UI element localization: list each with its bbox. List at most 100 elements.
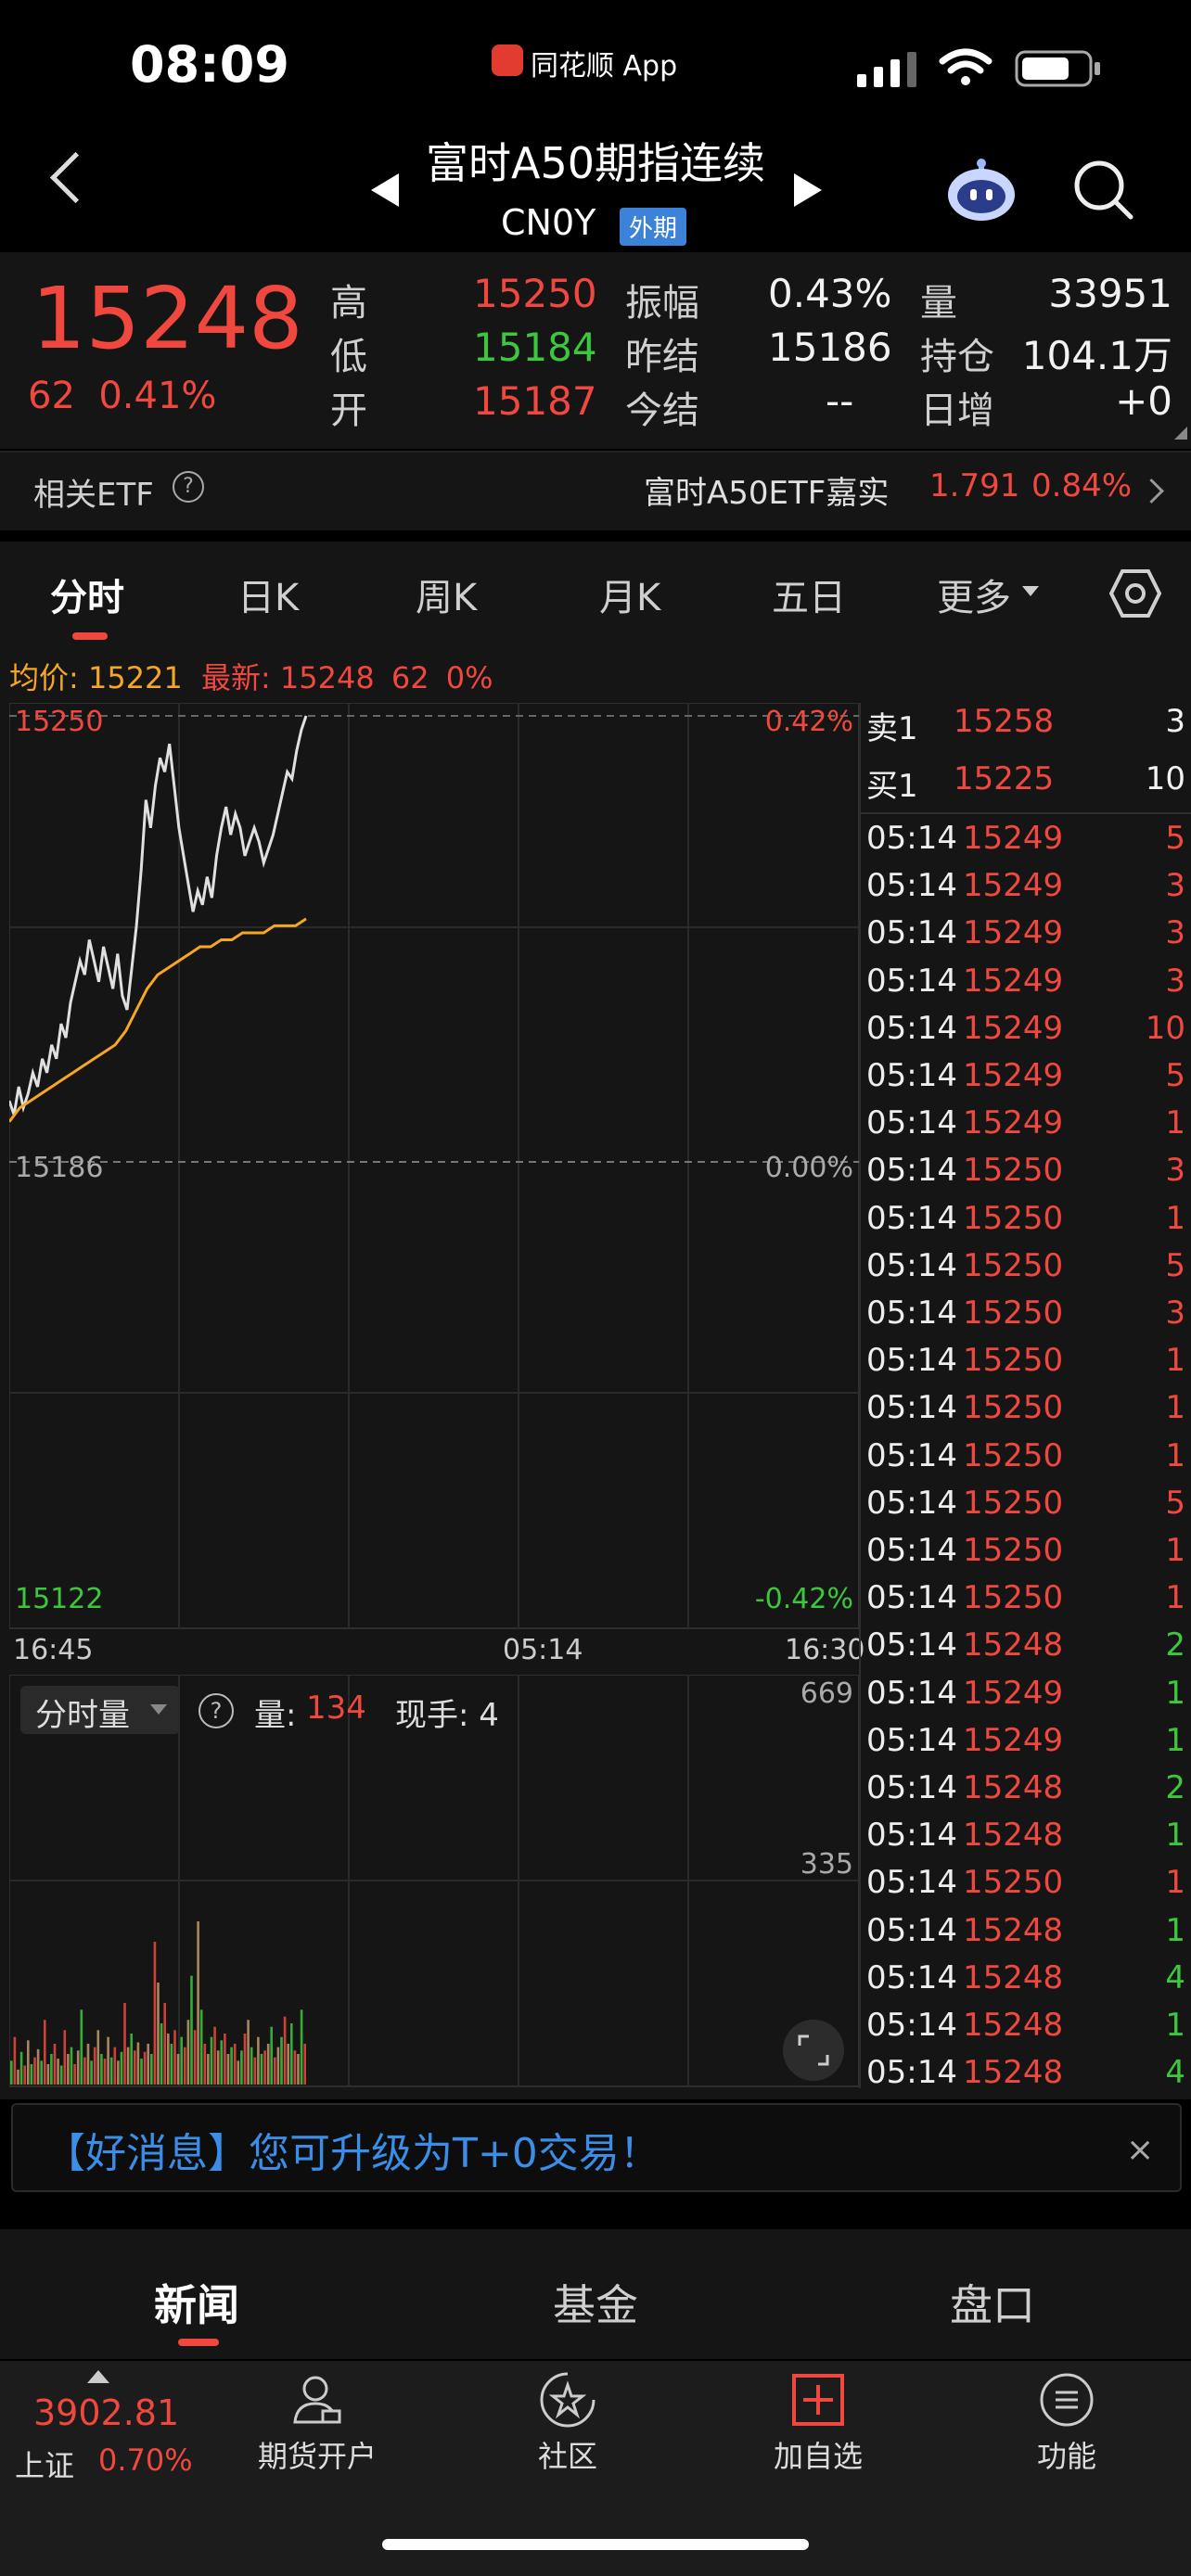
trade-time: 05:14: [866, 1104, 957, 1142]
volume-bar: [90, 2060, 93, 2085]
vol-y-top: 669: [800, 1677, 853, 1710]
trade-time: 05:14: [866, 1057, 957, 1094]
index-percent[interactable]: 0.70%: [98, 2442, 193, 2478]
close-icon[interactable]: ×: [1126, 2131, 1155, 2169]
trade-volume: 5: [1165, 820, 1185, 857]
last-price: 15248: [32, 269, 303, 368]
help-icon[interactable]: ?: [173, 471, 204, 503]
tab-monthly-k[interactable]: 月K: [599, 577, 661, 619]
trade-row: 05:14 15250 1: [861, 1864, 1185, 1911]
expand-corner-icon[interactable]: [1174, 427, 1187, 440]
fullscreen-icon[interactable]: [783, 2020, 844, 2081]
ask-price: 15258: [954, 703, 1055, 740]
assistant-robot-icon[interactable]: [944, 158, 1018, 223]
trade-price: 15248: [963, 2007, 1064, 2044]
prev-contract-icon[interactable]: [371, 173, 399, 207]
settle-value: --: [826, 378, 854, 424]
trade-time: 05:14: [866, 1532, 957, 1569]
index-up-icon: [87, 2370, 109, 2383]
tab-daily-k[interactable]: 日K: [237, 577, 300, 619]
trade-volume: 10: [1145, 1009, 1185, 1047]
trade-volume: 5: [1165, 1057, 1185, 1094]
tab-five-day[interactable]: 五日: [772, 577, 846, 619]
nav-community[interactable]: 社区: [537, 2439, 597, 2474]
trade-time: 05:14: [866, 1674, 957, 1712]
volume-value: 33951: [1048, 271, 1172, 316]
trade-price: 15248: [963, 1626, 1064, 1664]
trade-row: 05:14 15250 1: [861, 1342, 1185, 1389]
volume-bar: [67, 2054, 70, 2085]
trade-row: 05:14 15248 1: [861, 1912, 1185, 1959]
trade-price: 15250: [963, 1864, 1064, 1902]
volume-bar: [100, 2054, 103, 2085]
volume-bar: [266, 2044, 270, 2085]
trade-volume: 1: [1165, 1911, 1185, 1949]
volume-bar: [117, 2060, 120, 2085]
nav-account-open[interactable]: 期货开户: [257, 2439, 377, 2474]
trade-time: 05:14: [866, 1721, 957, 1759]
latest-change: 62: [391, 660, 429, 695]
status-time: 08:09: [130, 35, 289, 94]
account-open-icon[interactable]: [288, 2370, 347, 2429]
volume-bar: [109, 2057, 113, 2085]
trade-time: 05:14: [866, 1436, 957, 1474]
trade-volume: 3: [1165, 962, 1185, 1000]
trade-volume: 1: [1165, 1436, 1185, 1474]
trade-price: 15249: [963, 820, 1064, 857]
volume-bar: [27, 2040, 30, 2085]
tab-more[interactable]: 更多: [937, 577, 1011, 619]
trade-price: 15248: [963, 1769, 1064, 1806]
index-price[interactable]: 3902.81: [33, 2392, 180, 2433]
trade-time: 05:14: [866, 820, 957, 857]
promo-text[interactable]: 【好消息】您可升级为T+0交易！: [45, 2130, 660, 2177]
market-badge: 外期: [620, 208, 687, 246]
trade-price: 15250: [963, 1342, 1064, 1380]
y-label-mid: 15186: [15, 1152, 103, 1184]
ask-volume: 3: [1165, 703, 1185, 740]
volume-bar: [216, 2050, 220, 2085]
price-series-line: [9, 715, 308, 1116]
trade-price: 15249: [963, 914, 1064, 952]
latest-value: 15248: [279, 660, 375, 695]
volume-chart[interactable]: 669 335: [9, 1675, 863, 2088]
add-favorite-icon[interactable]: [788, 2370, 848, 2429]
volume-bar: [76, 2050, 80, 2085]
trade-price: 15249: [963, 1009, 1064, 1047]
trade-time: 05:14: [866, 1484, 957, 1522]
volume-bar: [199, 2009, 203, 2085]
promo-banner[interactable]: [11, 2103, 1182, 2192]
settings-icon[interactable]: [1109, 567, 1161, 619]
help-icon[interactable]: ?: [198, 1693, 234, 1728]
volume-bar: [250, 2047, 253, 2085]
volume-bar: [207, 2054, 210, 2085]
trade-time: 05:14: [866, 914, 957, 952]
next-contract-icon[interactable]: [794, 173, 822, 207]
hand-value: 4: [479, 1697, 499, 1734]
volume-bar: [280, 2036, 283, 2085]
tab-orderbook[interactable]: 盘口: [950, 2280, 1035, 2330]
tab-weekly-k[interactable]: 周K: [416, 577, 478, 619]
volume-bar: [220, 2040, 224, 2085]
trade-volume: 1: [1165, 1104, 1185, 1142]
menu-icon[interactable]: [1037, 2370, 1096, 2429]
volume-bar: [197, 1921, 199, 2085]
avg-label: 均价:: [9, 660, 79, 695]
trade-row: 05:14 15248 1: [861, 2007, 1185, 2054]
trade-row: 05:14 15248 1: [861, 1817, 1185, 1864]
tab-news[interactable]: 新闻: [154, 2280, 239, 2330]
tab-fund[interactable]: 基金: [553, 2280, 638, 2330]
x-label-end: 16:30: [785, 1634, 865, 1666]
wifi-icon: [939, 48, 992, 85]
volume-bar: [300, 2009, 303, 2085]
nav-functions[interactable]: 功能: [1036, 2439, 1096, 2474]
community-icon[interactable]: [538, 2370, 597, 2429]
contract-code: CN0Y: [501, 202, 596, 243]
amplitude-label: 振幅: [625, 282, 699, 325]
tab-intraday[interactable]: 分时: [50, 577, 124, 619]
nav-add-favorite[interactable]: 加自选: [773, 2439, 863, 2474]
intraday-chart[interactable]: 15250 15186 15122 0.42% 0.00% -0.42%: [9, 703, 863, 1630]
volume-bar: [224, 2034, 226, 2085]
search-icon[interactable]: [1071, 158, 1136, 223]
volume-bar: [213, 2026, 216, 2085]
index-name[interactable]: 上证: [15, 2448, 75, 2483]
